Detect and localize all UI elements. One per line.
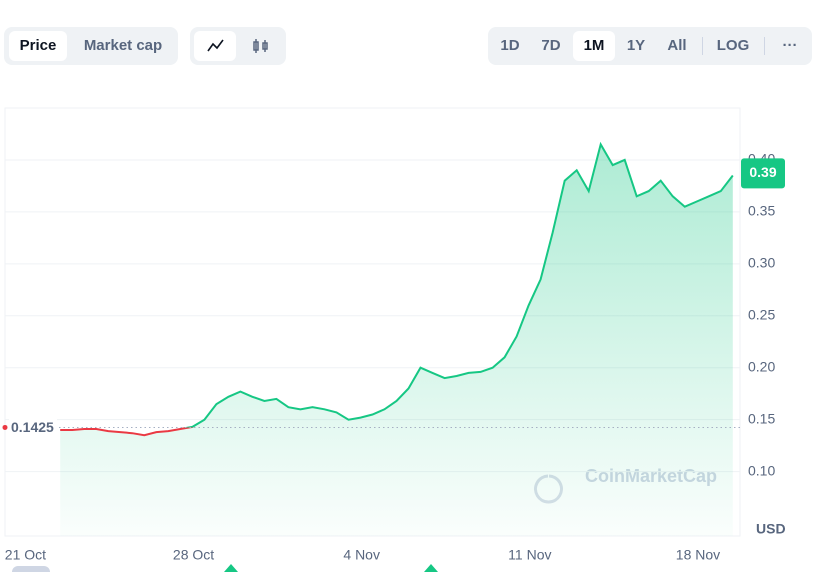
x-tick-label: 4 Nov — [343, 547, 380, 563]
price-tab[interactable]: Price — [9, 31, 67, 61]
plot-frame — [4, 107, 741, 537]
watermark: CoinMarketCap — [585, 466, 717, 486]
price-area — [60, 144, 733, 536]
y-tick-label: 0.30 — [748, 255, 775, 271]
y-tick-label: 0.15 — [748, 410, 775, 426]
reference-label-bg — [9, 418, 57, 437]
candle-icon — [253, 39, 268, 53]
x-tick-label: 28 Oct — [173, 547, 214, 563]
line-style-button[interactable] — [194, 31, 236, 61]
separator — [702, 37, 703, 55]
event-marker — [424, 564, 438, 572]
candle-style-button[interactable] — [240, 31, 282, 61]
x-tick-label: 11 Nov — [508, 547, 551, 563]
range-all[interactable]: All — [667, 37, 687, 54]
chart-type-group: Price Market cap — [4, 27, 178, 65]
current-price-badge — [741, 158, 785, 189]
x-tick-label: 18 Nov — [676, 547, 720, 563]
y-tick-label: 0.35 — [748, 203, 775, 219]
log-toggle[interactable]: LOG — [716, 37, 750, 54]
range-1m[interactable]: 1M — [573, 31, 615, 61]
y-tick-label: 0.20 — [748, 358, 775, 374]
reference-dot — [2, 424, 8, 430]
y-tick-label: 0.25 — [748, 306, 775, 322]
currency-label: USD — [756, 521, 786, 537]
price-line — [60, 141, 734, 437]
scroll-handle — [12, 566, 50, 572]
range-7d[interactable]: 7D — [541, 37, 561, 54]
chart-style-group — [190, 27, 286, 65]
separator — [764, 37, 765, 55]
range-1y[interactable]: 1Y — [626, 37, 646, 54]
line-icon — [207, 39, 224, 52]
reference-label: 0.1425 — [11, 419, 54, 435]
watermark-logo — [534, 474, 563, 504]
more-button[interactable]: ··· — [782, 37, 798, 54]
range-1d[interactable]: 1D — [500, 37, 520, 54]
event-marker — [224, 564, 238, 572]
current-price-label: 0.39 — [749, 164, 776, 180]
y-tick-label: 0.40 — [748, 151, 775, 167]
y-tick-label: 0.10 — [748, 462, 775, 478]
market-cap-tab[interactable]: Market cap — [83, 37, 163, 54]
range-group: 1D 7D 1M 1Y All LOG ··· — [488, 27, 812, 65]
x-tick-label: 21 Oct — [5, 547, 46, 563]
